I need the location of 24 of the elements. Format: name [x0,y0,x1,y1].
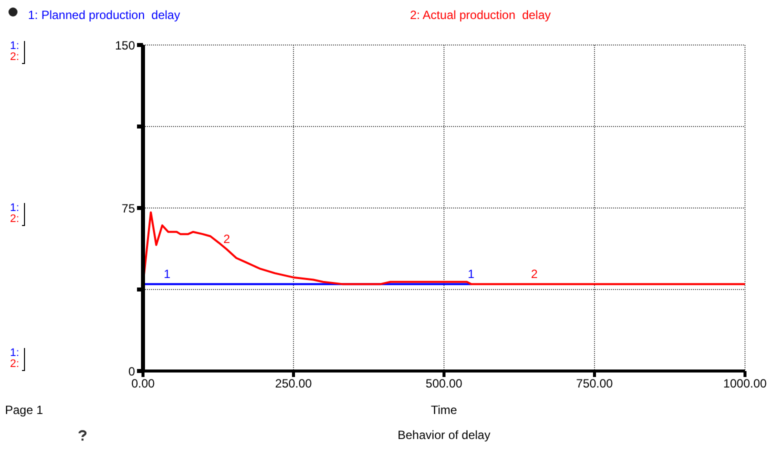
line-series [143,211,745,286]
text: Page 1 [5,403,44,417]
text: Behavior of delay [396,428,492,442]
y-tick-label: 75 [122,201,136,216]
text: 2: [10,358,20,370]
annotation: 2 [530,267,539,282]
text: 2: [10,51,20,63]
text: 1: [10,40,20,52]
annotation: 1 [466,267,476,282]
x-tick-label: 1000.00 [723,376,768,391]
x-tick-label: 500.00 [426,376,463,391]
x-tick-label: 750.00 [576,376,614,391]
x-tick-label: 250.00 [275,376,312,391]
y-tick-label: 0 [128,364,136,378]
text: 2: [10,213,20,225]
text: 1: [10,347,20,359]
text: 1: [10,202,20,214]
text: 1: Planned production delay [28,8,180,22]
annotation: 1 [162,267,172,282]
x-axis-title: Time [430,403,458,417]
annotation: 2 [222,232,232,246]
x-tick-label: 0.00 [131,376,155,391]
text: 2: Actual production delay [410,8,551,22]
y-tick-label: 150 [114,38,136,52]
